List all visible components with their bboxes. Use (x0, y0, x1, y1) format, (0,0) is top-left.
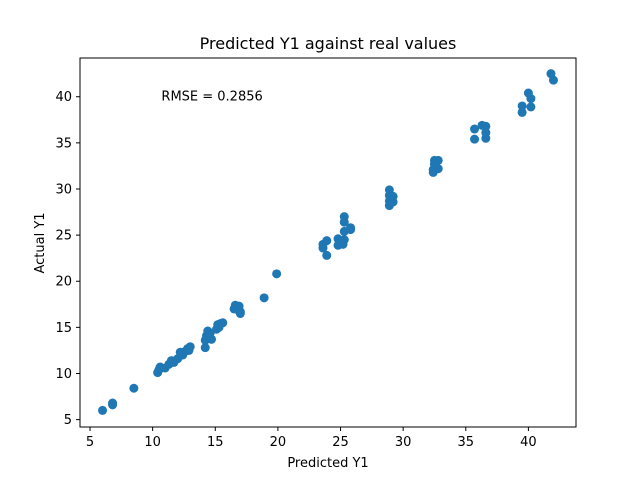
data-point (481, 128, 491, 138)
data-point (433, 164, 443, 174)
data-point (129, 383, 139, 393)
y-tick-label: 5 (64, 413, 72, 428)
x-tick-label: 15 (207, 435, 224, 450)
y-tick-label: 10 (55, 367, 72, 382)
data-point (470, 134, 480, 144)
chart-title: Predicted Y1 against real values (200, 34, 457, 53)
x-tick-label: 20 (270, 435, 287, 450)
y-tick-label: 20 (55, 275, 72, 290)
data-point (339, 235, 349, 245)
data-point (200, 343, 210, 353)
data-point (526, 102, 536, 112)
data-point (481, 121, 491, 131)
data-point (98, 405, 108, 415)
y-tick-label: 25 (55, 229, 72, 244)
data-point (322, 250, 332, 260)
y-axis-ticks: 5 10 15 20 25 30 35 40 (55, 90, 80, 428)
x-tick-label: 35 (458, 435, 475, 450)
data-point (526, 94, 536, 104)
y-axis-label: Actual Y1 (33, 212, 48, 273)
x-tick-label: 25 (332, 435, 349, 450)
plot-frame (79, 57, 577, 428)
x-tick-label: 40 (520, 435, 537, 450)
x-tick-label: 10 (144, 435, 161, 450)
y-tick-label: 15 (55, 321, 72, 336)
x-axis-label: Predicted Y1 (287, 456, 368, 471)
data-point (339, 212, 349, 222)
data-point (272, 269, 282, 279)
data-point (235, 307, 245, 317)
data-point (322, 236, 332, 246)
data-point (388, 191, 398, 201)
data-points (98, 69, 558, 415)
data-point (470, 124, 480, 134)
data-point (207, 334, 217, 344)
data-point (259, 293, 269, 303)
x-tick-label: 5 (86, 435, 94, 450)
data-point (184, 345, 194, 355)
data-point (346, 223, 356, 233)
data-point (517, 101, 527, 111)
data-point (517, 107, 527, 117)
y-tick-label: 40 (55, 90, 72, 105)
x-axis-ticks: 5 10 15 20 25 30 35 40 (86, 427, 537, 450)
x-tick-label: 30 (395, 435, 412, 450)
data-point (214, 322, 224, 332)
data-point (108, 400, 118, 410)
y-tick-label: 30 (55, 182, 72, 197)
data-point (548, 75, 558, 85)
rmse-annotation: RMSE = 0.2856 (161, 89, 262, 104)
y-tick-label: 35 (55, 136, 72, 151)
data-point (433, 155, 443, 165)
